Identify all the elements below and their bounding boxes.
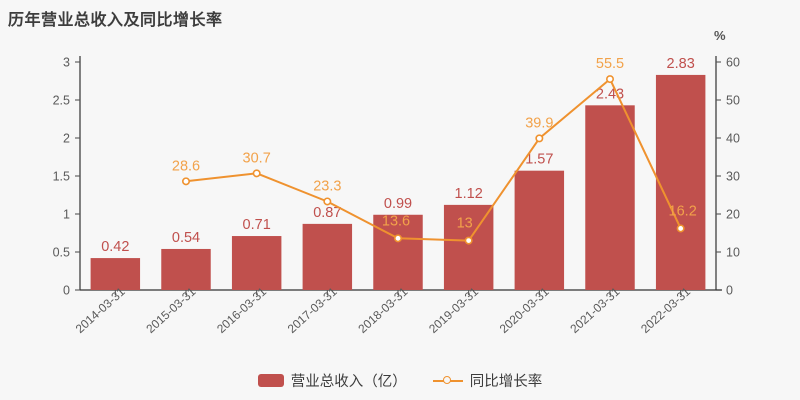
right-y-tick-label: 10 xyxy=(726,246,740,260)
growth-rate-label: 30.7 xyxy=(243,150,271,166)
chart-legend: 营业总收入（亿） 同比增长率 xyxy=(0,370,800,391)
growth-rate-point-2016-03-31[interactable] xyxy=(252,169,261,178)
left-y-tick-label: 0.5 xyxy=(53,246,70,260)
bar-value-label: 2.43 xyxy=(596,86,624,102)
bar-2016-03-31[interactable] xyxy=(231,236,282,290)
growth-rate-point-2020-03-31[interactable] xyxy=(535,134,544,143)
legend-item-revenue[interactable]: 营业总收入（亿） xyxy=(257,370,407,391)
growth-rate-line xyxy=(185,78,682,242)
x-tick-label-2022-03-31: 2022-03-31 xyxy=(638,284,693,336)
bar-2020-03-31[interactable] xyxy=(514,170,565,290)
legend-bar-swatch xyxy=(257,374,284,387)
x-tick-label-2018-03-31: 2018-03-31 xyxy=(355,284,410,336)
x-tick-label-2014-03-31: 2014-03-31 xyxy=(73,284,128,336)
left-y-tick-label: 0 xyxy=(63,284,70,298)
legend-line-label: 同比增长率 xyxy=(469,374,543,390)
growth-rate-label: 13 xyxy=(457,216,473,232)
right-y-tick-label: 60 xyxy=(726,56,740,70)
left-y-tick-label: 2.5 xyxy=(53,94,70,108)
legend-line-swatch xyxy=(432,374,463,387)
bar-2017-03-31[interactable] xyxy=(302,223,353,290)
left-y-tick-label: 1.5 xyxy=(53,170,70,184)
right-y-tick-label: 40 xyxy=(726,132,740,146)
bar-value-label: 1.57 xyxy=(525,152,553,168)
legend-bar-label: 营业总收入（亿） xyxy=(290,374,407,390)
x-tick-label-2019-03-31: 2019-03-31 xyxy=(426,284,481,336)
bar-value-label: 0.99 xyxy=(384,196,412,212)
bar-2015-03-31[interactable] xyxy=(161,248,211,290)
growth-rate-point-2015-03-31[interactable] xyxy=(182,177,191,186)
x-tick-label-2020-03-31: 2020-03-31 xyxy=(497,284,552,336)
right-y-tick-label: 0 xyxy=(726,284,733,298)
bar-value-label: 0.87 xyxy=(313,205,341,221)
chart-title: 历年营业总收入及同比增长率 xyxy=(8,12,223,29)
growth-rate-point-2021-03-31[interactable] xyxy=(605,75,614,84)
growth-rate-label: 13.6 xyxy=(382,213,410,229)
right-y-tick-label: 20 xyxy=(726,208,740,222)
x-tick-label-2016-03-31: 2016-03-31 xyxy=(214,284,269,336)
bar-2019-03-31[interactable] xyxy=(443,204,494,290)
x-tick-label-2015-03-31: 2015-03-31 xyxy=(143,284,198,336)
growth-rate-point-2017-03-31[interactable] xyxy=(323,197,332,206)
left-y-tick-label: 2 xyxy=(63,132,70,146)
right-y-tick-label: 50 xyxy=(726,94,740,108)
growth-rate-label: 55.5 xyxy=(596,56,624,72)
bar-value-label: 2.83 xyxy=(667,56,695,72)
growth-rate-point-2019-03-31[interactable] xyxy=(464,236,473,245)
bar-2022-03-31[interactable] xyxy=(655,74,706,290)
growth-rate-label: 16.2 xyxy=(669,203,697,219)
growth-rate-label: 28.6 xyxy=(172,158,200,174)
legend-item-growth-rate[interactable]: 同比增长率 xyxy=(432,370,543,391)
x-tick-label-2021-03-31: 2021-03-31 xyxy=(567,284,622,336)
left-y-tick-label: 1 xyxy=(63,208,70,222)
growth-rate-point-2018-03-31[interactable] xyxy=(393,234,402,243)
growth-rate-point-2022-03-31[interactable] xyxy=(676,224,685,233)
bar-value-label: 1.12 xyxy=(455,186,483,202)
growth-rate-label: 23.3 xyxy=(313,178,341,194)
bar-value-label: 0.42 xyxy=(101,239,129,255)
growth-rate-label: 39.9 xyxy=(525,115,553,131)
left-y-tick-label: 3 xyxy=(63,56,70,70)
bar-2014-03-31[interactable] xyxy=(90,258,141,290)
right-y-tick-label: 30 xyxy=(726,170,740,184)
bar-2018-03-31[interactable] xyxy=(373,214,423,290)
bar-2021-03-31[interactable] xyxy=(585,105,635,290)
bar-value-label: 0.71 xyxy=(243,217,271,233)
x-tick-label-2017-03-31: 2017-03-31 xyxy=(285,284,340,336)
right-axis-unit-label: % xyxy=(714,28,726,43)
bar-value-label: 0.54 xyxy=(172,230,200,246)
